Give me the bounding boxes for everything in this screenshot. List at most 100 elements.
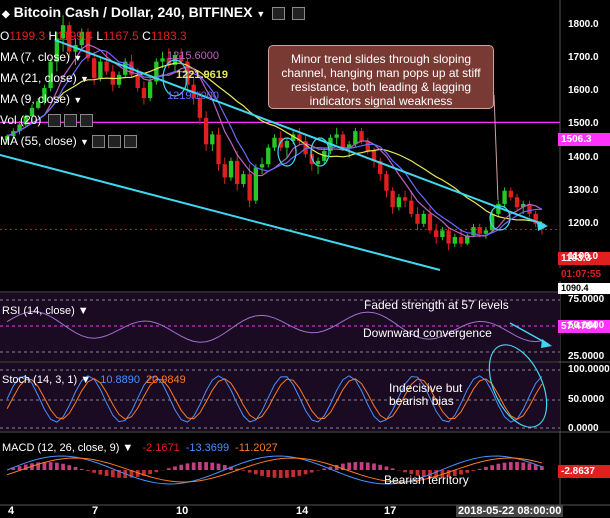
candle-body: [303, 141, 308, 155]
close-icon[interactable]: [79, 114, 93, 128]
rsi-trend-arrow-line: [509, 322, 549, 345]
macd-title[interactable]: MACD (12, 26, close, 9) ▼ -2.1671 -13.369…: [2, 442, 278, 454]
visibility-icon[interactable]: [91, 135, 105, 149]
candle-body: [241, 174, 246, 185]
x-tick-label: 7: [92, 505, 99, 517]
open-value: 1199.3: [9, 29, 46, 43]
rsi-title[interactable]: RSI (14, close) ▼: [2, 305, 89, 317]
candle-body: [123, 61, 128, 75]
macd-note: Bearish territory: [384, 473, 469, 487]
candle-body: [67, 25, 72, 52]
rsi-value-tag: 57.4784: [558, 320, 610, 333]
indicator-ma55[interactable]: MA (55, close) ▼: [0, 134, 137, 149]
x-tick-label: 4: [8, 505, 15, 517]
candle-body: [334, 134, 339, 138]
rsi-line: [6, 311, 542, 343]
candle-body: [98, 61, 103, 79]
indicator-label: MA (21, close): [0, 71, 77, 85]
candle-body: [42, 88, 47, 102]
y-tick-label: 1500.0: [568, 118, 599, 130]
stoch-d-line: [6, 378, 543, 420]
ma21-value: 1221.9619: [176, 69, 228, 81]
candle-body: [527, 203, 532, 214]
macd-value-tag: -2.8637: [558, 465, 610, 478]
channel-arrow-icon: [537, 221, 548, 231]
open-label: O: [0, 29, 10, 43]
highlight-circle: [162, 59, 188, 97]
close-label: C: [142, 29, 151, 43]
settings-icon[interactable]: [272, 6, 286, 20]
channel-upper-line: [54, 39, 546, 226]
close-value: 1183.3: [150, 29, 187, 43]
symbol-menu-chevron-icon[interactable]: ▼: [256, 9, 266, 19]
candle-body: [91, 58, 97, 79]
candle-body: [104, 61, 109, 72]
macd-signal-line: [6, 457, 543, 483]
macd-label: MACD (12, 26, close, 9): [2, 442, 120, 454]
candle-body: [36, 101, 41, 108]
candle-body: [179, 54, 184, 62]
indicator-label: MA (7, close): [0, 50, 71, 64]
stoch-tick-label: 50.0000: [568, 394, 605, 405]
indicator-ma7[interactable]: MA (7, close) ▼: [0, 50, 83, 64]
candle-body: [247, 174, 252, 201]
candle-body: [359, 131, 364, 142]
stoch-note: Indecisive but bearish bias: [389, 381, 463, 408]
stoch-tick-label: 0.0000: [568, 423, 599, 434]
candle-body: [471, 227, 476, 236]
low-price-tag: 1090.4: [558, 283, 610, 294]
y-tick-label: 1200.0: [568, 217, 599, 229]
indicator-vol[interactable]: Vol (20): [0, 113, 93, 128]
indicator-ma21[interactable]: MA (21, close) ▼: [0, 71, 89, 85]
candle-body: [272, 137, 277, 148]
candle-body: [452, 237, 458, 244]
settings-icon[interactable]: [63, 114, 77, 128]
rsi-tick-label: 50.0000: [568, 320, 605, 331]
candle-body: [197, 98, 203, 118]
channel-lower-line: [0, 154, 441, 271]
candle-body: [147, 81, 153, 98]
close-icon[interactable]: [292, 6, 306, 20]
stoch-title[interactable]: Stoch (14, 3, 1) ▼ 10.8890 20.9849: [2, 374, 186, 386]
candle-body: [365, 141, 370, 151]
stoch-k-line: [6, 375, 543, 423]
candle-body: [54, 38, 60, 62]
candle-body: [396, 197, 402, 208]
candle-body: [297, 134, 302, 142]
rsi-arrow-icon: [541, 339, 552, 348]
candle-body: [210, 134, 215, 145]
candle-body: [141, 88, 147, 98]
candle-body: [203, 117, 209, 145]
x-tick-label: 14: [296, 505, 309, 517]
candle-body: [384, 174, 389, 191]
rsi-note-convergence: Downward convergence: [363, 326, 492, 340]
candle-body: [29, 107, 35, 117]
candle-body: [60, 25, 66, 39]
candle-body: [458, 237, 464, 244]
ohlc-row: O1199.3 H1199.4 L1167.5 C1183.3: [0, 29, 187, 43]
candle-body: [166, 58, 171, 65]
candle-body: [483, 230, 489, 234]
candle-body: [415, 213, 420, 224]
y-tick-label: 1100.0: [568, 250, 599, 262]
visibility-icon[interactable]: [47, 114, 61, 128]
candle-body: [489, 213, 495, 231]
indicator-ma9[interactable]: MA (9, close) ▼: [0, 92, 83, 106]
low-label: L: [96, 29, 104, 43]
candle-body: [502, 190, 507, 204]
candle-body: [409, 200, 414, 214]
candle-body: [496, 203, 501, 214]
candle-body: [315, 160, 321, 165]
ma7-value: 1215.6000: [167, 50, 219, 62]
candle-body: [48, 61, 53, 89]
candle-body: [253, 167, 259, 201]
stoch-tick-label: 100.0000: [568, 364, 610, 375]
candle-body: [228, 160, 234, 178]
candle-body: [290, 134, 296, 142]
macd-signal-value: -11.2027: [235, 442, 278, 454]
close-icon[interactable]: [123, 135, 137, 149]
chevron-down-icon[interactable]: ◆: [2, 9, 10, 20]
settings-icon[interactable]: [107, 135, 121, 149]
high-value: 1199.4: [57, 29, 93, 43]
